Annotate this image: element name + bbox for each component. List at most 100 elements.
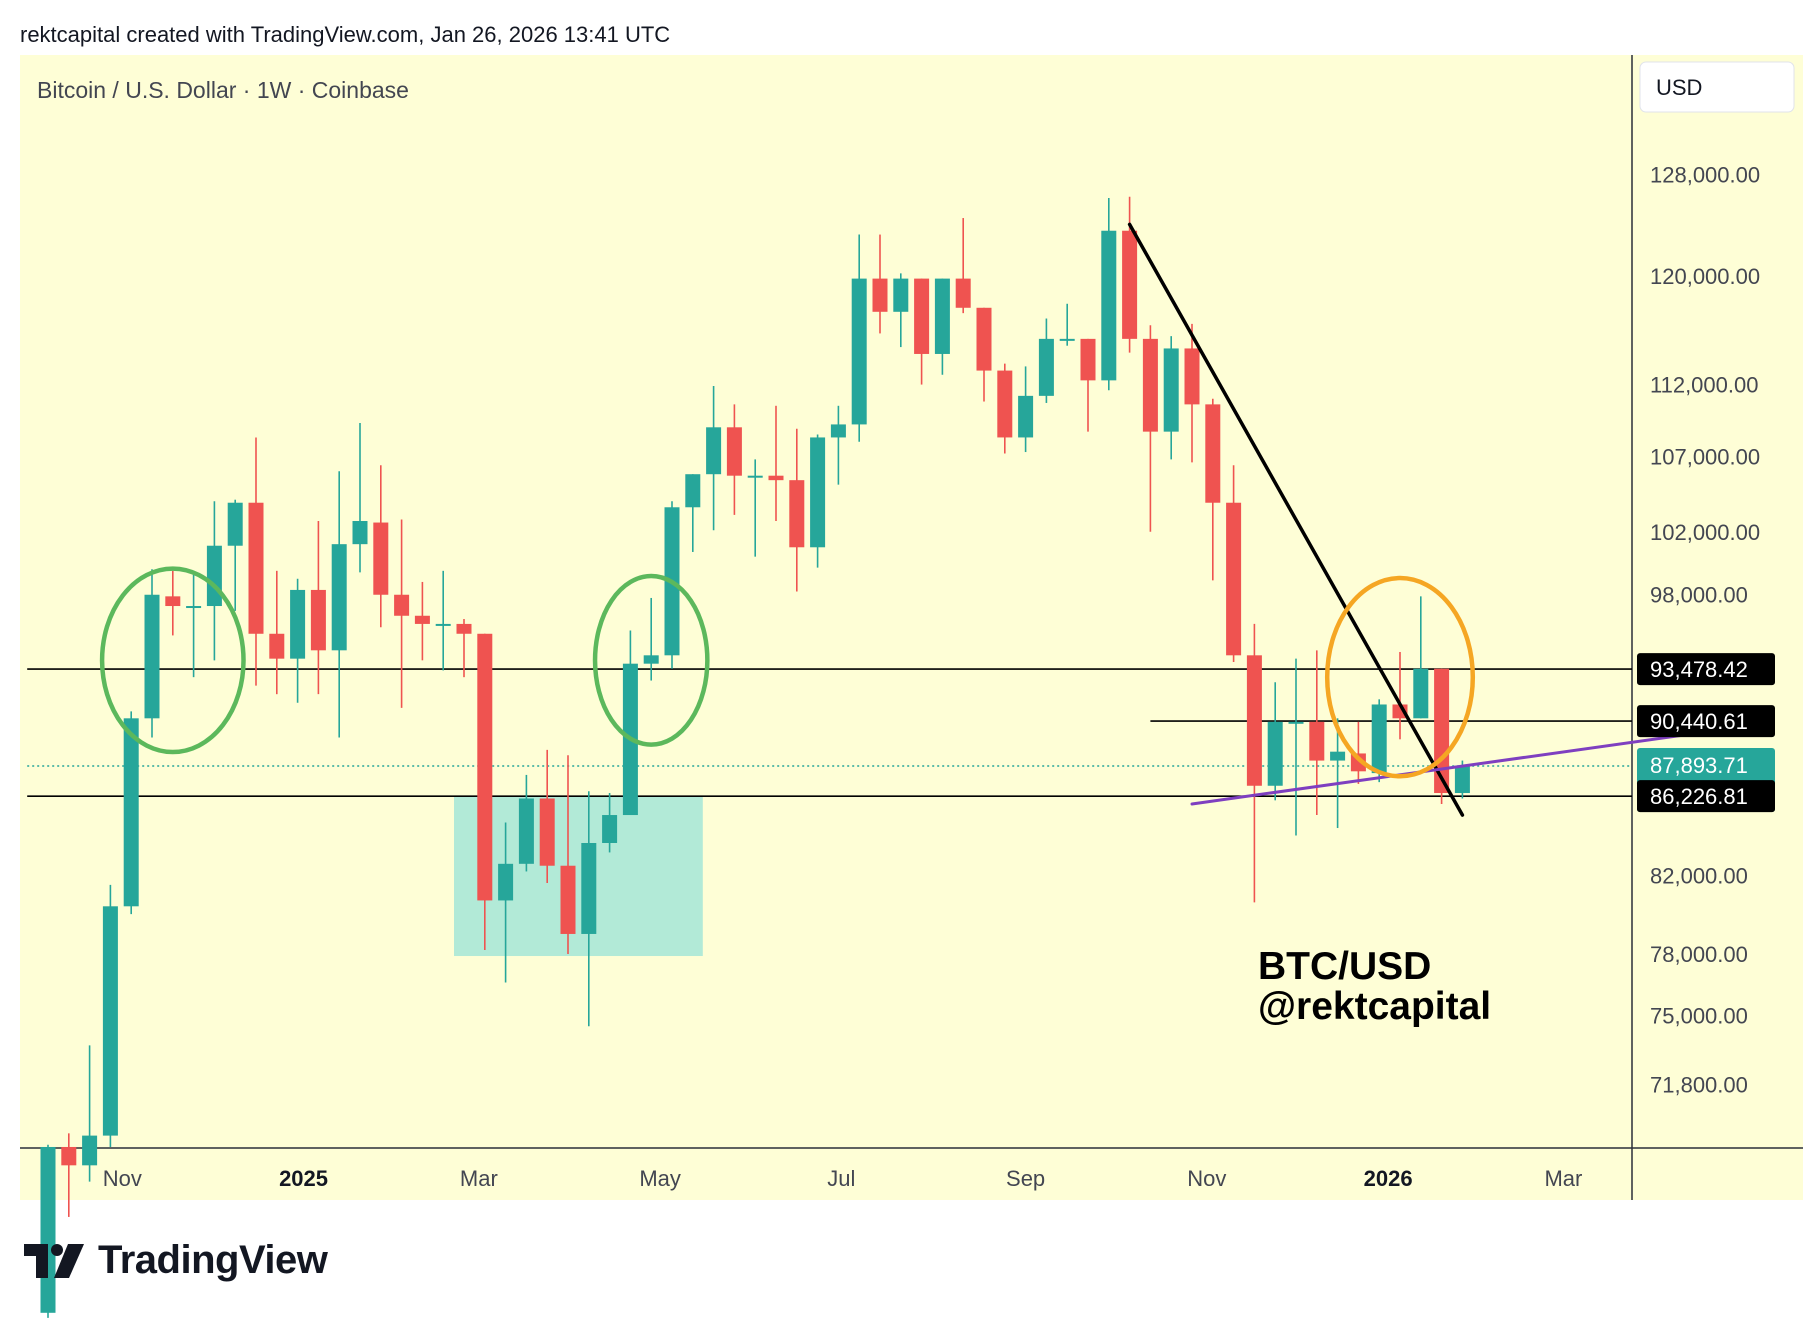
candle-body [1080,338,1096,381]
candle-36 [789,428,805,592]
y-tick-label: 75,000.00 [1650,1004,1748,1029]
x-tick-label: Mar [1544,1166,1582,1191]
candle-body [456,623,472,634]
candle-body [581,842,597,934]
price-label-value: 86,226.81 [1650,784,1748,809]
annotation-line-2: @rektcapital [1258,985,1491,1028]
candle-body [1142,338,1158,432]
candle-9 [227,499,243,611]
candle-body [102,906,118,1136]
candle-10 [248,437,264,686]
candle-32 [706,385,722,531]
y-tick-label: 78,000.00 [1650,942,1748,967]
candle-38 [830,405,846,485]
price-label-0: 93,478.42 [1637,653,1775,686]
demand-zone [454,796,703,957]
circles-layer [99,566,1476,779]
candle-53 [1142,325,1158,532]
candle-body [539,798,555,866]
candle-49 [1059,303,1075,346]
candle-14 [331,471,347,738]
brand-name: TradingView [98,1238,328,1282]
highlight-circle-1 [592,573,710,747]
candle-66 [1413,596,1429,719]
candle-body [373,522,389,595]
currency-button[interactable]: USD [1639,61,1795,113]
candle-body [394,594,410,616]
x-tick-label: Nov [1187,1166,1226,1191]
candle-body [893,278,909,312]
trendline-1 [1190,732,1693,806]
y-tick-label: 82,000.00 [1650,863,1748,888]
candle-body [269,633,285,659]
candle-58 [1246,623,1262,903]
x-tick-label: Mar [460,1166,498,1191]
candle-40 [872,234,888,334]
y-tick-label: 107,000.00 [1650,444,1760,469]
time-axis: Nov 2025 Mar May Jul Sep Nov 2026 Mar [103,1166,1583,1191]
candle-body [955,278,971,308]
candle-body [186,606,202,609]
candle-body [914,278,930,354]
candle-body [1226,502,1242,656]
candle-6 [165,570,181,636]
candle-body [352,521,368,545]
candle-body [789,480,805,548]
candle-body [1122,230,1138,339]
candle-body [1309,721,1325,761]
candle-body [61,1146,77,1166]
currency-button-label: USD [1656,75,1702,100]
tradingview-logo-icon [24,1243,84,1278]
candle-3 [102,884,118,1147]
candle-body [40,1146,56,1313]
x-tick-label: Jul [827,1166,855,1191]
candle-body [1184,348,1200,405]
candle-body [768,475,784,481]
price-label-1: 90,440.61 [1637,705,1775,738]
candle-body [518,798,534,864]
candle-body [560,865,576,934]
candle-41 [893,273,909,348]
candle-37 [810,434,826,568]
x-tick-label: 2026 [1364,1166,1413,1191]
candle-body [1101,230,1117,381]
candle-11 [269,570,285,695]
candle-body [872,278,888,312]
candle-31 [685,474,701,552]
candle-54 [1163,336,1179,460]
highlight-circle-2 [1324,575,1476,779]
candle-13 [310,521,326,695]
candle-39 [851,234,867,442]
candle-body [206,545,222,607]
price-label-bg [1637,705,1775,738]
x-tick-label: 2025 [279,1166,328,1191]
candle-34 [747,459,763,557]
candle-25 [560,755,576,955]
candle-56 [1205,398,1221,581]
candle-body [1413,668,1429,719]
highlight-circle-0 [99,566,246,755]
candle-body [1288,721,1304,724]
price-label-value: 93,478.42 [1650,657,1748,682]
candle-27 [602,793,618,853]
candle-body [82,1135,98,1166]
candle-42 [914,278,930,385]
candle-24 [539,749,555,883]
candle-body [1454,765,1470,794]
candle-23 [518,774,534,872]
candle-62 [1330,718,1346,829]
candle-17 [394,519,410,708]
y-tick-label: 98,000.00 [1650,583,1748,608]
candle-26 [581,791,597,1027]
candle-body [851,278,867,425]
y-tick-label: 112,000.00 [1650,373,1758,398]
price-label-bg [1637,653,1775,686]
x-tick-label: Nov [103,1166,142,1191]
trendline-0 [1127,222,1465,817]
x-tick-label: Sep [1006,1166,1045,1191]
candle-body [1246,655,1262,786]
candle-body [726,427,742,476]
tradingview-brand[interactable]: TradingView [24,1238,328,1283]
y-tick-label: 102,000.00 [1650,520,1760,545]
